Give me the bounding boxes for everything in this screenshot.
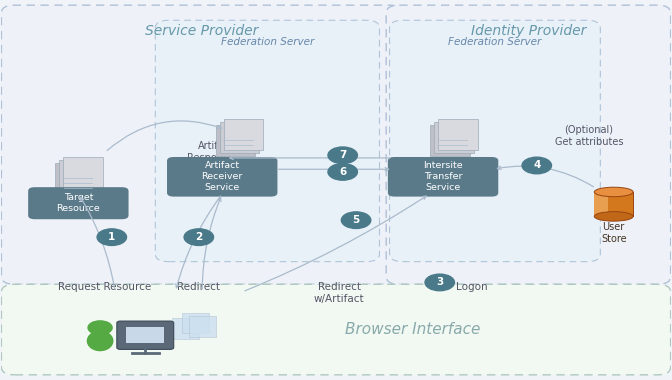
Circle shape bbox=[88, 321, 112, 334]
Circle shape bbox=[328, 147, 358, 164]
FancyBboxPatch shape bbox=[1, 284, 671, 375]
Text: Intersite
Transfer
Service: Intersite Transfer Service bbox=[423, 161, 463, 192]
Text: Logon: Logon bbox=[456, 282, 488, 293]
FancyBboxPatch shape bbox=[386, 5, 671, 284]
Bar bbox=[594, 192, 608, 216]
FancyBboxPatch shape bbox=[390, 20, 600, 262]
Text: Federation Server: Federation Server bbox=[448, 37, 542, 47]
Text: Artifact
Resolve: Artifact Resolve bbox=[196, 161, 235, 183]
Ellipse shape bbox=[594, 187, 633, 197]
FancyBboxPatch shape bbox=[172, 318, 199, 339]
Bar bbox=[126, 328, 165, 343]
Bar bbox=[224, 119, 263, 150]
Text: Artifact
Response: Artifact Response bbox=[187, 141, 235, 163]
Text: User
Store: User Store bbox=[601, 222, 626, 244]
Text: 3: 3 bbox=[436, 277, 444, 287]
Text: Identity Provider: Identity Provider bbox=[470, 24, 586, 38]
Bar bbox=[55, 163, 95, 194]
Text: Redirect
w/Artifact: Redirect w/Artifact bbox=[314, 282, 365, 304]
Bar bbox=[437, 119, 478, 150]
Circle shape bbox=[522, 157, 552, 174]
FancyBboxPatch shape bbox=[117, 321, 174, 349]
Circle shape bbox=[184, 229, 214, 245]
Text: 6: 6 bbox=[339, 167, 346, 177]
Text: 2: 2 bbox=[195, 232, 202, 242]
FancyBboxPatch shape bbox=[182, 313, 209, 333]
FancyBboxPatch shape bbox=[28, 187, 128, 219]
FancyBboxPatch shape bbox=[1, 5, 403, 284]
Bar bbox=[594, 192, 633, 216]
Text: Target
Resource: Target Resource bbox=[56, 193, 100, 213]
FancyBboxPatch shape bbox=[167, 157, 278, 196]
Text: Request Resource: Request Resource bbox=[58, 282, 152, 293]
Bar bbox=[433, 122, 474, 153]
Text: Browser Interface: Browser Interface bbox=[345, 322, 480, 337]
Bar bbox=[429, 125, 470, 156]
Circle shape bbox=[328, 164, 358, 180]
Circle shape bbox=[341, 212, 371, 228]
Text: 4: 4 bbox=[533, 160, 540, 171]
Text: Redirect: Redirect bbox=[177, 282, 220, 293]
Ellipse shape bbox=[594, 212, 633, 221]
Circle shape bbox=[97, 229, 126, 245]
Text: Federation Server: Federation Server bbox=[221, 37, 314, 47]
FancyBboxPatch shape bbox=[155, 20, 380, 262]
Text: 7: 7 bbox=[339, 150, 346, 160]
FancyBboxPatch shape bbox=[189, 317, 216, 337]
Text: Artifact
Receiver
Service: Artifact Receiver Service bbox=[202, 161, 243, 192]
Text: (Optional)
Get attributes: (Optional) Get attributes bbox=[554, 125, 623, 147]
Bar bbox=[216, 125, 255, 156]
Bar bbox=[63, 157, 103, 188]
Circle shape bbox=[425, 274, 454, 291]
Text: 5: 5 bbox=[352, 215, 360, 225]
Text: Service Provider: Service Provider bbox=[145, 24, 259, 38]
Bar bbox=[220, 122, 259, 153]
FancyBboxPatch shape bbox=[388, 157, 498, 196]
Bar bbox=[59, 160, 99, 191]
Ellipse shape bbox=[87, 331, 114, 351]
Text: 1: 1 bbox=[108, 232, 116, 242]
